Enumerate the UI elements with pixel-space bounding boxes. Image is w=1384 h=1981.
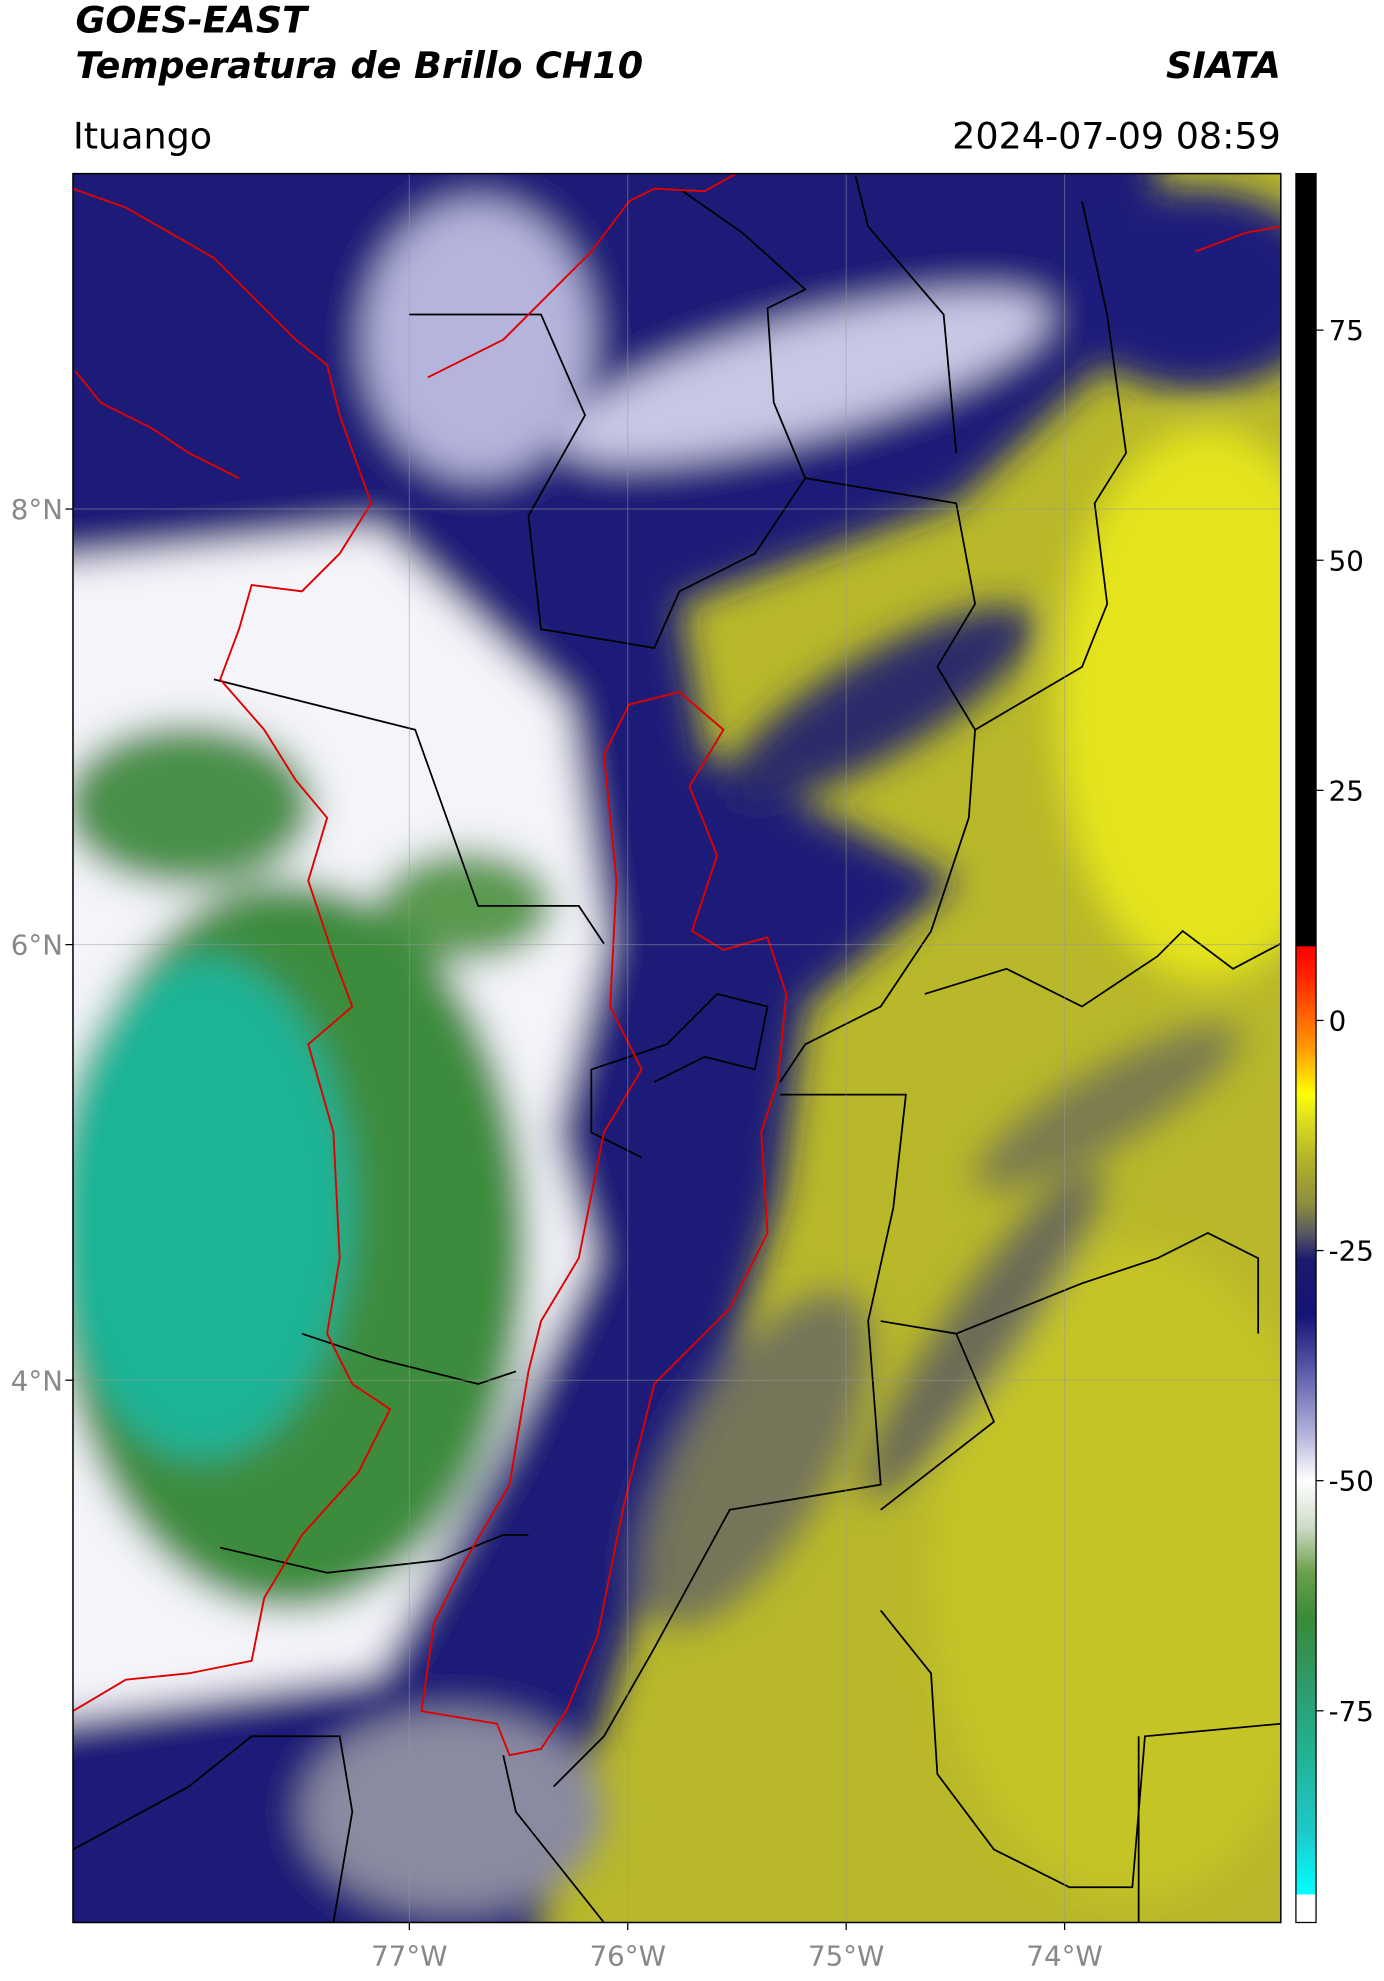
y-tick-label: 6°N: [11, 929, 63, 962]
x-tick-label: 74°W: [1026, 1939, 1102, 1972]
colorbar-tick-label: 25: [1329, 774, 1364, 807]
map-frame: [72, 172, 1282, 1924]
subtitle: Temperatura de Brillo CH10: [75, 44, 643, 87]
colorbar: [1295, 172, 1317, 1924]
x-tick-label: 75°W: [808, 1939, 884, 1972]
title: GOES-EAST: [75, 0, 310, 42]
y-tick-label: 4°N: [11, 1364, 63, 1397]
colorbar-tick-label: -25: [1329, 1235, 1374, 1268]
colorbar-tick-label: -50: [1329, 1465, 1374, 1498]
timestamp: 2024-07-09 08:59: [952, 114, 1281, 157]
colorbar-tick-label: 75: [1329, 314, 1364, 347]
brand: SIATA: [1166, 44, 1281, 87]
y-tick-label: 8°N: [11, 493, 63, 526]
x-tick-label: 77°W: [371, 1939, 447, 1972]
colorbar-tick-label: 50: [1329, 544, 1364, 577]
grid-layer: [72, 173, 1281, 1923]
colorbar-tick-label: -75: [1329, 1695, 1374, 1728]
x-tick-label: 76°W: [590, 1939, 666, 1972]
colorbar-tick-label: 0: [1329, 1005, 1347, 1038]
satellite-image: [72, 173, 1281, 1923]
location: Ituango: [73, 114, 212, 157]
